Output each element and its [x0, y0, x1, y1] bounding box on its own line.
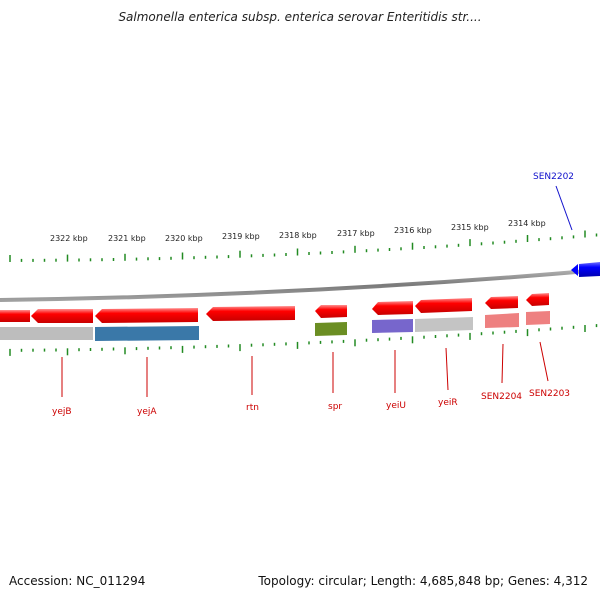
genome-backbone — [0, 268, 600, 302]
cog-box-sen2204[interactable] — [485, 313, 519, 328]
leader-yeir — [445, 347, 449, 391]
leader-sen2204 — [501, 343, 504, 384]
cog-box-spr[interactable] — [315, 322, 347, 336]
gene-arrow-sen2204[interactable] — [485, 296, 518, 309]
map-title: Salmonella enterica subsp. enterica sero… — [118, 10, 482, 24]
gene-label-yeiu[interactable]: yeiU — [386, 401, 406, 411]
gene-label-yeja[interactable]: yejA — [137, 407, 157, 417]
gene-label-sen2204[interactable]: SEN2204 — [481, 392, 522, 402]
gene-arrow-yejb[interactable] — [31, 309, 93, 323]
gene-label-sen2202[interactable]: SEN2202 — [533, 172, 574, 182]
scale-label-2317: 2317 kbp — [337, 229, 375, 238]
gene-label-yejb[interactable]: yejB — [52, 407, 72, 417]
upper-scale-ticks — [9, 230, 598, 262]
lower-scale-ticks — [9, 324, 598, 356]
scale-label-2321: 2321 kbp — [108, 234, 146, 243]
gene-labels: yejB yejA rtn spr yeiU yeiR SEN2204 SEN2… — [52, 172, 574, 417]
gene-arrow-yeja[interactable] — [95, 308, 198, 323]
genome-stats-text: Topology: circular; Length: 4,685,848 bp… — [258, 574, 588, 588]
gene-arrow-partial-left[interactable] — [0, 310, 30, 322]
leader-sen2203 — [539, 341, 549, 382]
cog-boxes — [0, 311, 550, 341]
scale-label-2320: 2320 kbp — [165, 234, 203, 243]
scale-label-2322: 2322 kbp — [50, 234, 88, 243]
gene-label-yeir[interactable]: yeiR — [438, 398, 458, 408]
cog-box-yeiu[interactable] — [372, 319, 413, 333]
scale-labels: 2322 kbp 2321 kbp 2320 kbp 2319 kbp 2318… — [50, 219, 546, 243]
gene-arrow-sen2202[interactable] — [571, 264, 578, 276]
gene-arrow-rtn[interactable] — [206, 306, 295, 321]
gene-arrow-yeir[interactable] — [415, 298, 472, 313]
cog-box-partial[interactable] — [0, 327, 93, 340]
leader-sen2202 — [555, 185, 573, 231]
cog-box-yeir[interactable] — [415, 317, 473, 332]
reverse-genes — [0, 293, 549, 323]
label-leaders — [61, 341, 549, 397]
scale-label-2315: 2315 kbp — [451, 223, 489, 232]
accession-text: Accession: NC_011294 — [9, 574, 146, 588]
cog-box-yeja[interactable] — [95, 326, 199, 341]
gene-arrow-spr[interactable] — [315, 305, 347, 318]
scale-label-2314: 2314 kbp — [508, 219, 546, 228]
scale-label-2319: 2319 kbp — [222, 232, 260, 241]
scale-label-2316: 2316 kbp — [394, 226, 432, 235]
gene-bar-sen2202[interactable] — [579, 262, 600, 277]
gene-arrow-yeiu[interactable] — [372, 301, 413, 315]
gene-label-sen2203[interactable]: SEN2203 — [529, 389, 570, 399]
gene-arrow-sen2203[interactable] — [526, 293, 549, 306]
gene-label-rtn[interactable]: rtn — [246, 403, 259, 413]
scale-label-2318: 2318 kbp — [279, 231, 317, 240]
cog-box-sen2203[interactable] — [526, 311, 550, 325]
gene-label-spr[interactable]: spr — [328, 402, 342, 412]
